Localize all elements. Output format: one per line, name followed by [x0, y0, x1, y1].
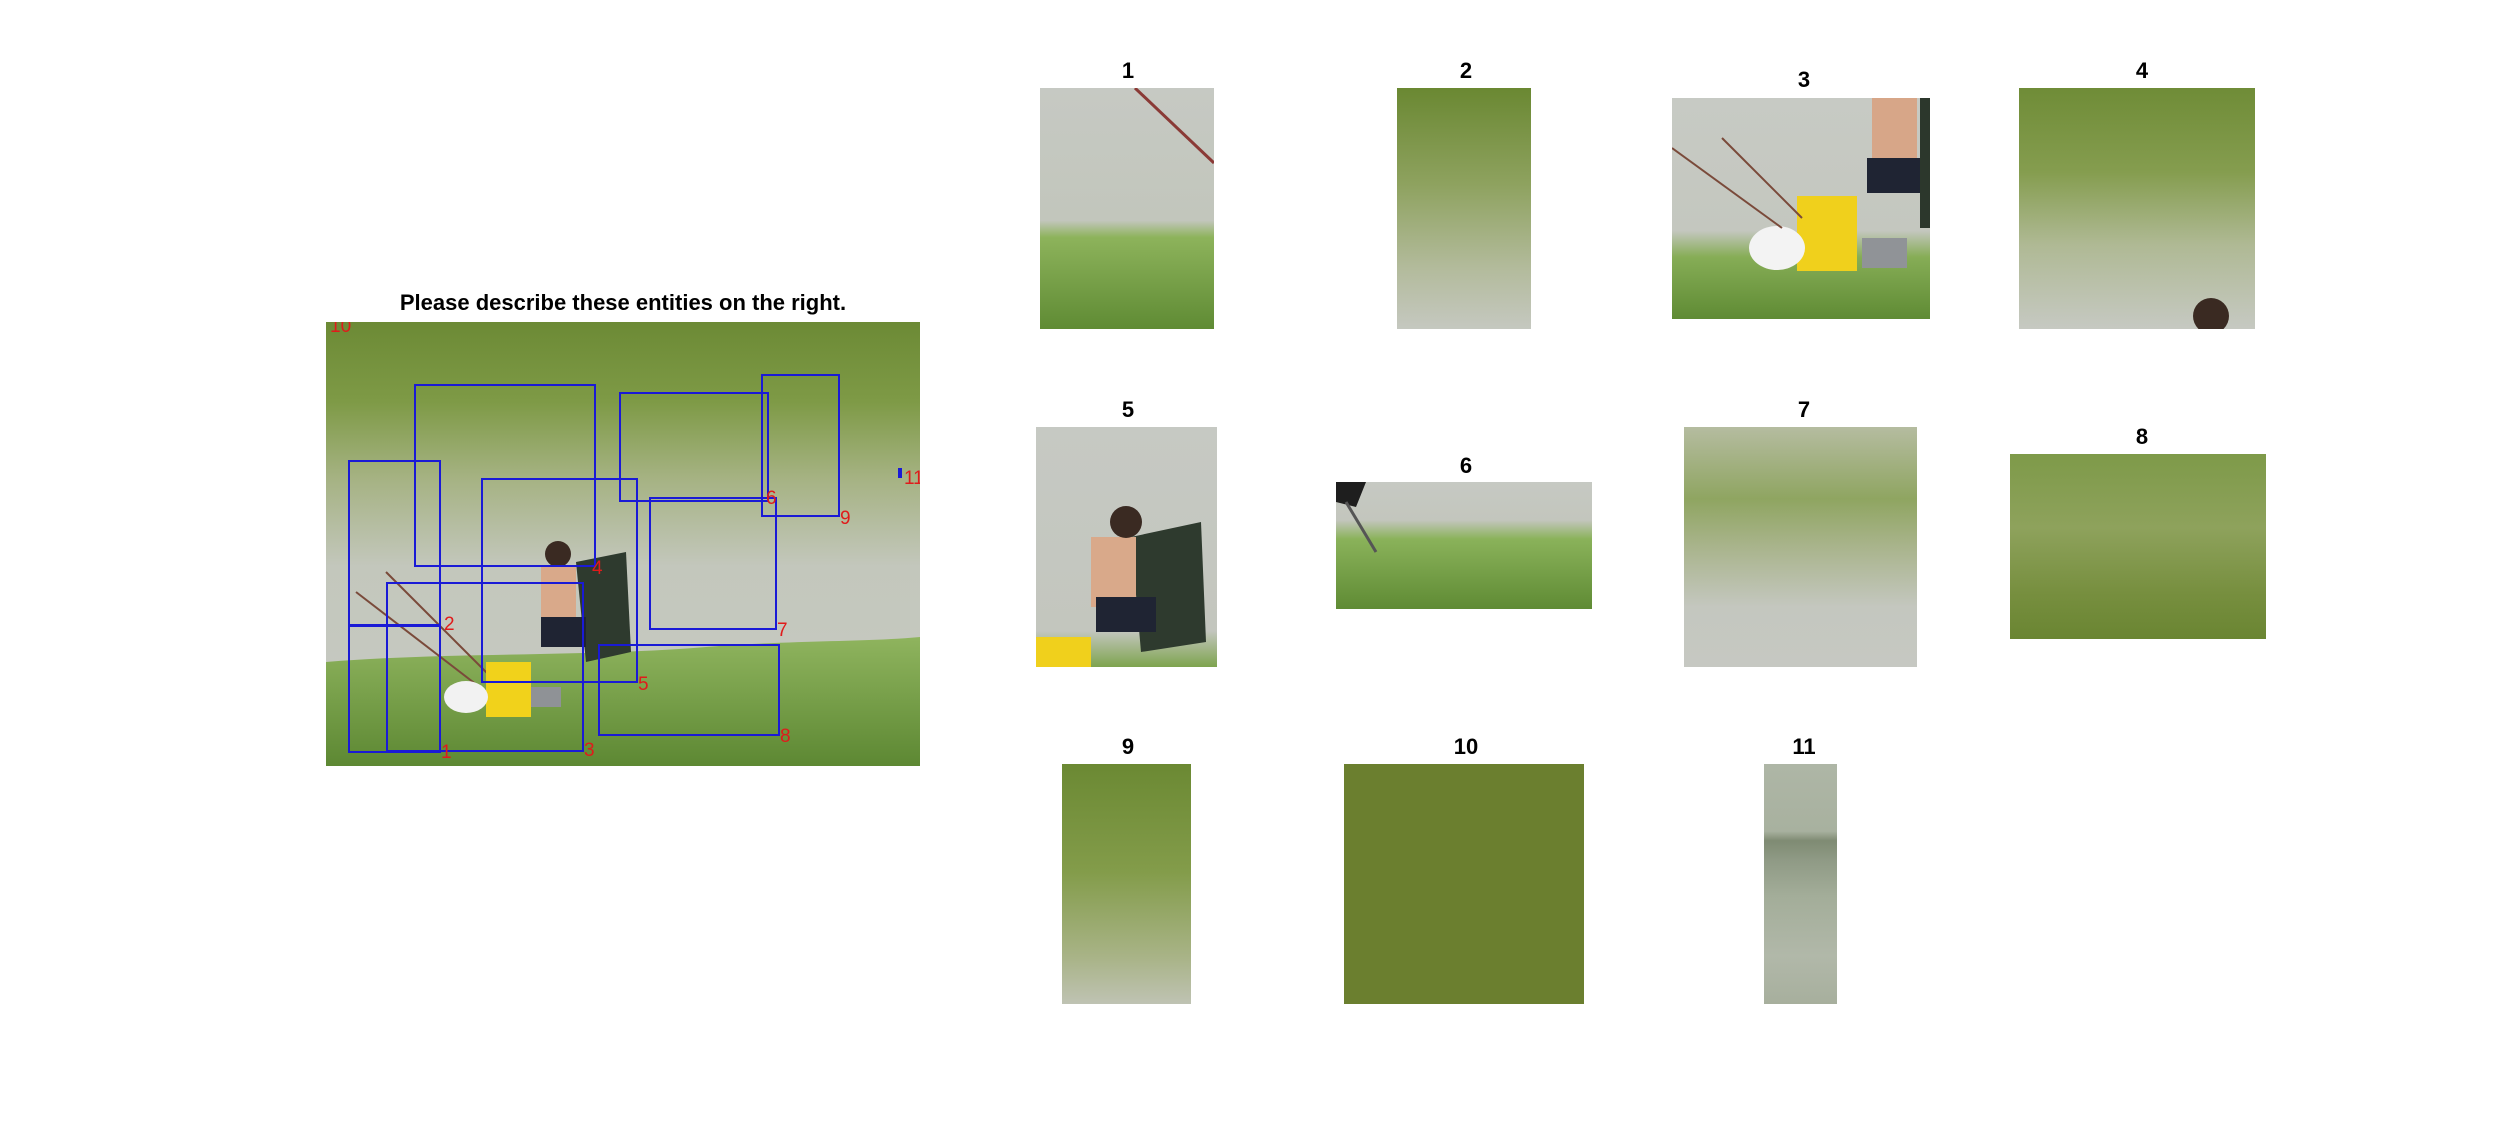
crop-label: 11	[1792, 734, 1816, 759]
crop-label: 3	[1797, 67, 1811, 92]
scene-box-label: 7	[777, 620, 788, 641]
scene-box-8	[598, 644, 780, 736]
crop-label: 6	[1459, 453, 1473, 478]
crop-image-10	[1344, 764, 1584, 1004]
crop-label: 9	[1121, 734, 1135, 759]
page-title: Please describe these entities on the ri…	[399, 290, 847, 315]
scene-box-label: 1	[441, 742, 452, 763]
crop-label: 5	[1121, 397, 1135, 422]
scene-box-label: 6	[766, 488, 777, 509]
crop-image-7	[1684, 427, 1917, 667]
scene-box-1	[348, 625, 441, 753]
crop-image-4	[2019, 88, 2255, 329]
scene-box-label: 10	[330, 322, 352, 337]
scene-box-7	[649, 497, 777, 630]
crop-image-2	[1397, 88, 1531, 329]
scene-box-9	[761, 374, 840, 517]
crop-image-9	[1062, 764, 1191, 1004]
scene-box-2	[348, 460, 441, 626]
crop-image-1	[1040, 88, 1214, 329]
crop-image-3	[1672, 98, 1930, 319]
crop-label: 10	[1453, 734, 1479, 759]
scene-box-4	[414, 384, 596, 567]
crop-label: 7	[1797, 397, 1811, 422]
scene-box-3	[386, 582, 584, 752]
scene-box-label: 4	[592, 558, 603, 579]
crop-image-6	[1336, 482, 1592, 609]
scene-box-5	[481, 478, 638, 683]
crop-image-11	[1764, 764, 1837, 1004]
crop-label: 2	[1459, 58, 1473, 83]
crop-label: 4	[2135, 58, 2149, 83]
scene-box-label: 2	[444, 614, 455, 635]
scene-box-label: 9	[840, 508, 851, 529]
scene-box-label: 11	[904, 468, 920, 489]
scene-box-label: 8	[780, 726, 791, 747]
scene-box-label: 5	[638, 674, 649, 695]
scene-box-6	[619, 392, 769, 502]
crop-label: 8	[2135, 424, 2149, 449]
scene-illustration	[326, 322, 920, 766]
crop-image-8	[2010, 454, 2266, 639]
crop-label: 1	[1121, 58, 1135, 83]
scene-box-label: 3	[584, 740, 595, 761]
scene-box-11	[898, 468, 902, 478]
crop-image-5	[1036, 427, 1217, 667]
scene-image: 1 2 3 4 5 6 7 8 9 10 11	[326, 322, 920, 766]
